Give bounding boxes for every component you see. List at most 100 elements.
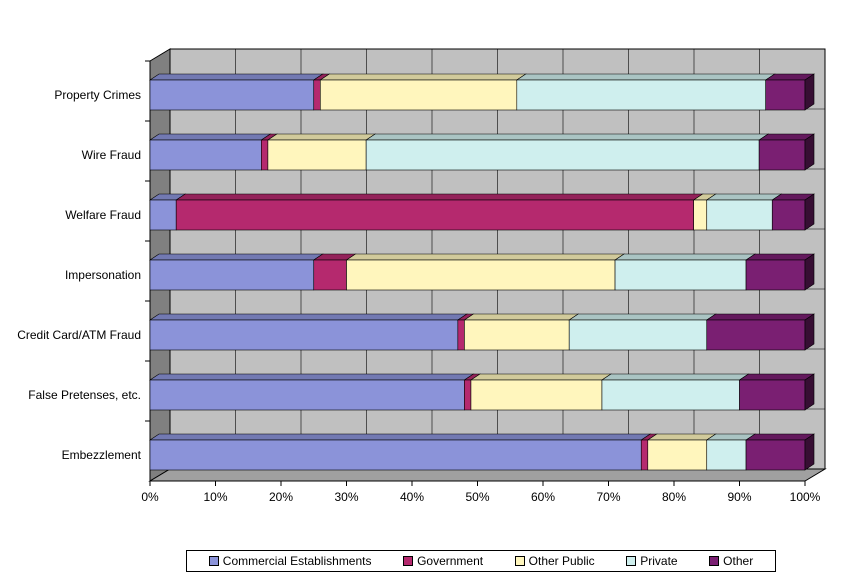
bar-segment-front [149, 79, 315, 111]
bar-segment-front [706, 199, 773, 231]
legend-label-government: Government [417, 554, 484, 568]
bar-segment-top [149, 253, 324, 261]
bar-segment [745, 253, 815, 291]
bar-segment [149, 373, 475, 411]
legend: Commercial Establishments Government Oth… [186, 550, 776, 572]
y-tick-label: Embezzlement [62, 448, 142, 462]
bar-segment-top [463, 313, 580, 321]
bar-segment [463, 313, 580, 351]
y-tick-label: False Pretenses, etc. [28, 388, 141, 402]
x-tick-label: 70% [596, 490, 620, 504]
legend-swatch-private [626, 556, 637, 566]
bar-segment-front [464, 319, 570, 351]
y-tick-label: Credit Card/ATM Fraud [17, 328, 141, 342]
bar-segment-front [745, 259, 806, 291]
bar-segment-front [614, 259, 747, 291]
x-tick-label: 30% [334, 490, 358, 504]
bar-segment-front [313, 259, 347, 291]
x-tick-label: 90% [727, 490, 751, 504]
bar-segment [345, 253, 626, 291]
bar-segment-front [647, 439, 708, 471]
bar-segment-front [758, 139, 806, 171]
bar-segment-top [705, 193, 783, 201]
bar-segment-side [804, 133, 815, 171]
bar-segment [764, 73, 815, 111]
bar-segment-top [149, 313, 468, 321]
bar-segment-front [267, 139, 367, 171]
bar-segment-front [261, 139, 269, 171]
bar-segment-top [266, 133, 377, 141]
bar-segment-top [758, 133, 815, 141]
legend-swatch-government [403, 556, 414, 566]
legend-swatch-other [709, 556, 720, 566]
legend-swatch-other-public [514, 556, 525, 566]
bar-segment-top [568, 313, 717, 321]
bar-segment-top [646, 433, 717, 441]
y-tick-label: Property Crimes [54, 88, 141, 102]
bar-segment-front [693, 199, 708, 231]
axes: Property Crimes Wire Fraud Welfare Fraud Im… [17, 60, 821, 504]
bar-segment-front [149, 439, 642, 471]
bar-segment [149, 73, 324, 111]
bar-segment-top [469, 373, 612, 381]
legend-item-commercial: Commercial Establishments [208, 554, 372, 568]
x-tick-label: 0% [141, 490, 159, 504]
x-tick-label: 40% [400, 490, 424, 504]
legend-label-commercial: Commercial Establishments [222, 554, 372, 568]
bar-segment-front [568, 319, 708, 351]
legend-item-government: Government [403, 554, 483, 568]
bar-segment [705, 193, 783, 231]
bar-segment-top [365, 133, 770, 141]
bar-segment [175, 193, 704, 231]
bar-segment [568, 313, 717, 351]
bar-segment [149, 193, 187, 231]
bar-segment [614, 253, 757, 291]
bar-segment-top [745, 433, 815, 441]
bar-segment [771, 193, 815, 231]
bar-segment [149, 433, 652, 471]
bar-segment [738, 373, 815, 411]
bar-segment-side [804, 193, 815, 231]
bar-segment-front [601, 379, 740, 411]
bar-segment [149, 253, 324, 291]
bar-series [149, 73, 815, 471]
bar-segment-top [745, 253, 815, 261]
bar-segment-front [149, 259, 315, 291]
bar-segment [745, 433, 815, 471]
bar-segment-front [771, 199, 806, 231]
bar-segment [149, 313, 468, 351]
bar-segment-front [745, 439, 806, 471]
bar-segment-side [804, 313, 815, 351]
bar-segment [758, 133, 815, 171]
bar-segment-top [515, 73, 776, 81]
bar-segment-front [149, 379, 465, 411]
legend-swatch-commercial [208, 556, 219, 566]
bar-segment-front [706, 439, 747, 471]
legend-item-private: Private [626, 554, 678, 568]
floor [148, 468, 827, 482]
bar-segment-front [706, 319, 806, 351]
x-tick-label: 20% [269, 490, 293, 504]
bar-segment-top [149, 73, 324, 81]
x-tick-label: 60% [531, 490, 555, 504]
bar-segment [469, 373, 612, 411]
bar-segment-top [600, 373, 750, 381]
bar-segment-top [175, 193, 704, 201]
bar-segment [705, 313, 815, 351]
bar-segment-top [738, 373, 815, 381]
x-tick-label: 80% [662, 490, 686, 504]
bar-segment [600, 373, 750, 411]
bar-segment-top [345, 253, 626, 261]
bar-segment-side [804, 253, 815, 291]
bar-segment-top [149, 373, 475, 381]
x-tick-label: 10% [203, 490, 227, 504]
bar-segment-front [457, 319, 465, 351]
bar-segment [515, 73, 776, 111]
bar-segment [705, 433, 757, 471]
bar-segment [319, 73, 527, 111]
bar-segment [149, 133, 272, 171]
bar-segment-top [319, 73, 527, 81]
bar-segment-front [149, 319, 459, 351]
bar-segment-front [739, 379, 806, 411]
bar-segment-front [640, 439, 649, 471]
